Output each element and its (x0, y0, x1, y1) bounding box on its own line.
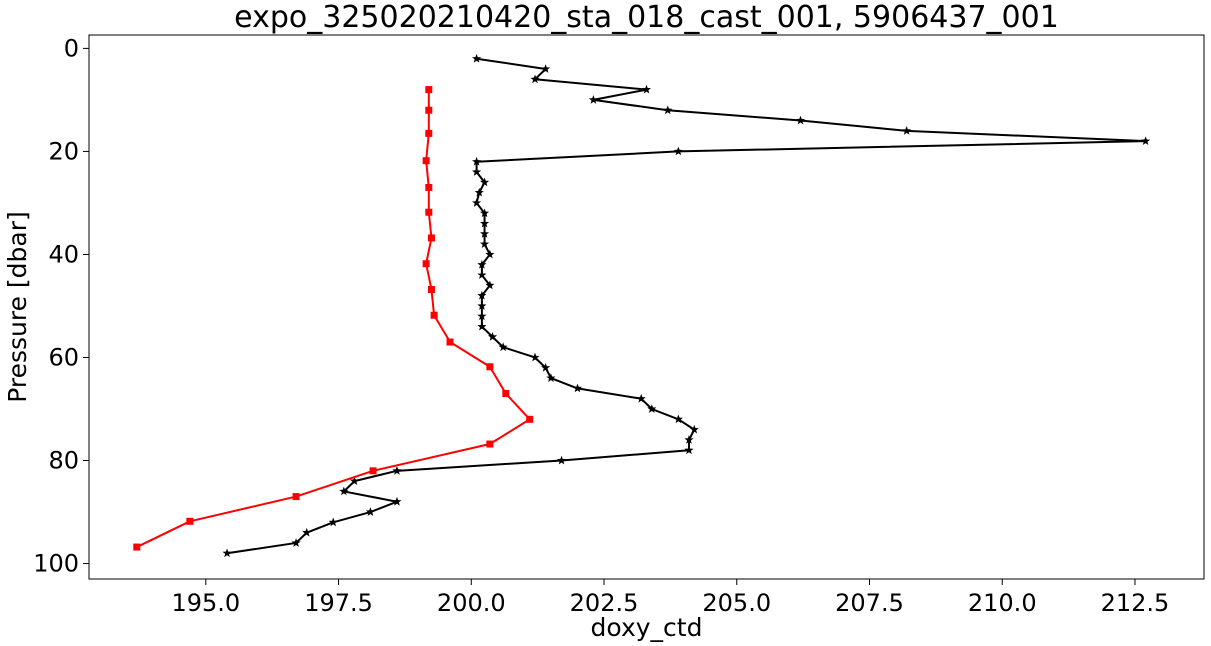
data-point (546, 373, 556, 382)
data-point (684, 445, 694, 455)
plot-area (88, 34, 1205, 580)
x-tick-label: 212.5 (1101, 589, 1170, 617)
y-tick-label: 60 (48, 343, 79, 371)
data-point (365, 507, 375, 516)
data-point (477, 270, 487, 279)
x-tick-label: 202.5 (570, 589, 639, 617)
x-tick-label: 195.0 (171, 589, 240, 617)
data-point (498, 342, 508, 352)
data-point (472, 198, 482, 207)
data-point (427, 234, 435, 242)
data-point (425, 86, 433, 94)
data-point (502, 390, 510, 398)
data-point (541, 362, 551, 372)
data-point (689, 424, 699, 434)
data-point (588, 95, 598, 104)
data-point (663, 105, 673, 115)
series-layer (133, 53, 1151, 558)
data-point (486, 440, 494, 448)
data-point (479, 229, 490, 238)
data-point (1141, 136, 1151, 145)
data-point (186, 517, 194, 525)
x-axis-label: doxy_ctd (591, 613, 703, 642)
data-point (572, 383, 583, 393)
data-point (541, 64, 551, 73)
data-point (422, 157, 430, 165)
data-point (477, 290, 487, 300)
data-point (479, 218, 490, 228)
y-tick-label: 100 (33, 550, 79, 578)
y-axis: 0 20 40 60 80 100 (33, 34, 89, 578)
data-point (477, 311, 487, 321)
data-point (795, 115, 806, 125)
data-point (422, 260, 430, 268)
data-point (477, 259, 487, 269)
data-point (477, 321, 487, 331)
data-point (427, 285, 435, 293)
x-tick-label: 210.0 (968, 589, 1037, 617)
data-point (472, 53, 482, 63)
data-point (684, 435, 694, 444)
x-tick-label: 200.0 (437, 589, 506, 617)
data-point (133, 543, 141, 551)
data-point (477, 301, 487, 310)
data-point (222, 548, 232, 558)
data-point (641, 84, 652, 94)
data-point (636, 393, 646, 403)
y-tick-label: 20 (48, 137, 79, 165)
data-point (673, 414, 683, 424)
data-point (486, 363, 494, 371)
y-tick-label: 40 (48, 240, 79, 268)
data-point (479, 208, 490, 218)
data-point (349, 476, 360, 485)
data-point (425, 183, 433, 191)
data-point (302, 527, 312, 537)
data-point (291, 538, 301, 547)
data-point (425, 129, 433, 137)
data-point (430, 311, 438, 319)
data-point (474, 187, 484, 197)
data-point (647, 404, 657, 413)
x-axis: 195.0 197.5 200.0 202.5 205.0 207.5 210.0 212.5 (171, 579, 1169, 617)
x-tick-label: 207.5 (835, 589, 904, 617)
series-0 (222, 53, 1151, 558)
data-point (485, 280, 495, 290)
data-point (526, 415, 534, 423)
data-point (392, 466, 402, 475)
data-point (479, 239, 490, 249)
data-point (392, 496, 402, 506)
data-point (479, 177, 490, 187)
y-tick-label: 80 (48, 447, 79, 475)
data-point (369, 467, 377, 475)
data-point (328, 517, 338, 527)
chart-title: expo_325020210420_sta_018_cast_001, 5906… (234, 0, 1059, 35)
plot-frame (88, 34, 1205, 580)
data-point (292, 493, 300, 501)
data-point (472, 167, 482, 176)
x-tick-label: 205.0 (702, 589, 771, 617)
data-point (485, 249, 495, 259)
data-point (673, 146, 683, 156)
y-axis-label: Pressure [dbar] (3, 211, 32, 403)
data-point (487, 332, 498, 341)
x-tick-label: 197.5 (304, 589, 373, 617)
data-point (530, 74, 540, 84)
y-tick-label: 0 (64, 34, 79, 62)
series-1 (133, 86, 534, 551)
data-point (902, 126, 912, 135)
data-point (556, 455, 567, 465)
data-point (472, 156, 482, 166)
data-point (425, 208, 433, 216)
data-point (425, 106, 433, 114)
data-point (446, 338, 454, 346)
data-point (339, 486, 349, 496)
data-point (530, 352, 540, 362)
